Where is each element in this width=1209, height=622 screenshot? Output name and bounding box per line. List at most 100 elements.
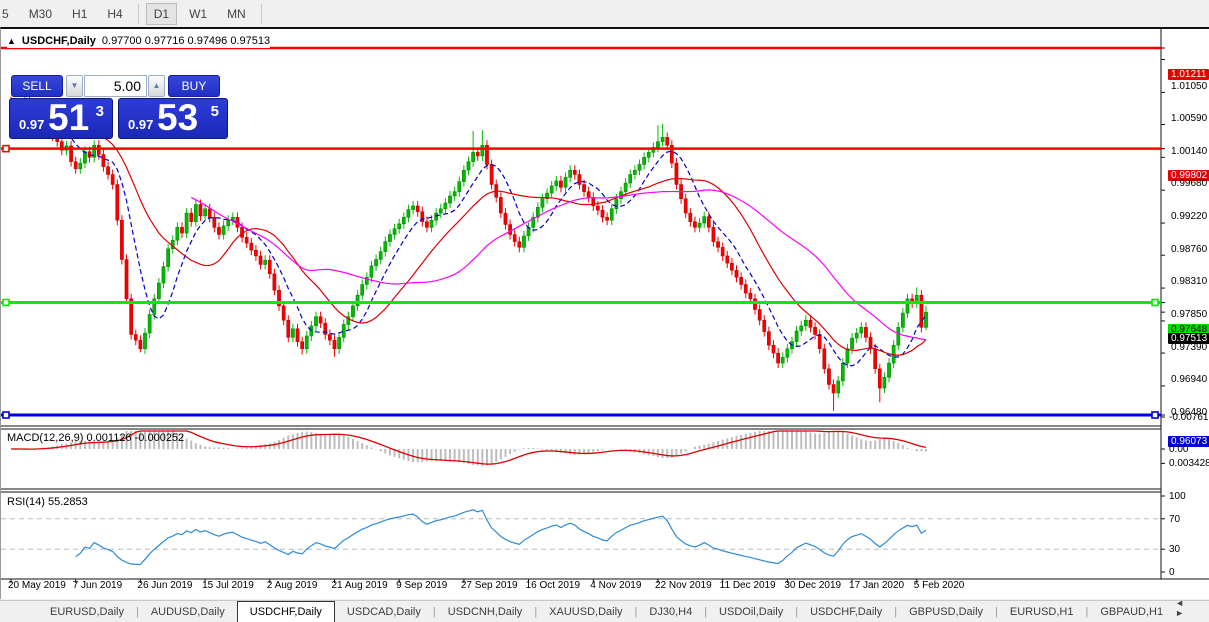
tab-separator: | [995, 606, 998, 618]
candle-body [471, 152, 475, 162]
buy-button[interactable]: BUY [168, 75, 220, 97]
candle-body [249, 242, 254, 251]
tab-separator: | [135, 606, 139, 618]
symbol-tab-usdcad-daily[interactable]: USDCAD,Daily [346, 606, 421, 618]
candle-body [466, 161, 471, 171]
volume-increase-button[interactable]: ▲ [148, 75, 165, 97]
candle-body [193, 204, 198, 222]
candle-body [877, 368, 882, 389]
candle-body [854, 332, 859, 339]
symbol-tab-dj30-h4[interactable]: DJ30,H4 [649, 606, 693, 618]
candle-body [739, 277, 744, 285]
candle-body [642, 157, 646, 165]
candle-body [328, 334, 332, 341]
candle-body [226, 219, 231, 227]
candle-body [896, 327, 901, 346]
candle-body [475, 152, 480, 157]
candle-body [614, 198, 619, 210]
candle-body [646, 152, 651, 158]
candle-body [152, 298, 157, 315]
candle-body [577, 174, 582, 185]
one-click-trading-panel: SELL ▼ ▲ BUY 0.97 51 3 0.97 53 5 [9, 75, 231, 139]
ma-line-ma-fast [43, 110, 927, 367]
buy-price-pip: 5 [210, 103, 219, 120]
price-axis-label: 0.97390 [1171, 341, 1208, 353]
time-axis-label: 9 Sep 2019 [396, 580, 448, 591]
volume-input[interactable] [84, 75, 147, 97]
price-axis-label: 0.96940 [1171, 374, 1208, 386]
candle-body [203, 208, 207, 217]
candle-body [341, 324, 346, 338]
sell-quote-button[interactable]: 0.97 51 3 [9, 97, 113, 139]
price-axis-badge: 0.96073 [1168, 436, 1209, 448]
candle-body [485, 144, 489, 165]
symbol-tab-gbpaud-h1[interactable]: GBPAUD,H1 [1100, 606, 1164, 618]
candle-body [457, 181, 462, 192]
tab-separator: | [1085, 606, 1089, 618]
candle-body [776, 352, 780, 364]
candle-body [568, 169, 573, 178]
candle-body [711, 227, 716, 242]
candle-body [748, 292, 753, 300]
price-axis-label: 0.99680 [1171, 178, 1208, 190]
rsi-axis-label: 30 [1169, 544, 1181, 556]
candle-body [291, 328, 295, 338]
candle-body [452, 191, 457, 197]
buy-quote-button[interactable]: 0.97 53 5 [118, 97, 228, 139]
symbol-tab-xauusd-daily[interactable]: XAUUSD,Daily [549, 606, 623, 618]
candle-body [217, 227, 221, 235]
symbol-tab-eurusd-h1[interactable]: EURUSD,H1 [1009, 606, 1074, 618]
candle-body [351, 305, 355, 317]
symbol-tab-usdcnh-daily[interactable]: USDCNH,Daily [447, 606, 523, 618]
candle-body [397, 223, 402, 230]
candle-body [859, 327, 864, 334]
candle-body [388, 234, 392, 242]
candle-body [503, 212, 508, 225]
time-axis-label: 21 Aug 2019 [331, 580, 388, 591]
candle-body [901, 312, 905, 328]
symbol-tab-audusd-daily[interactable]: AUDUSD,Daily [150, 606, 225, 618]
candle-body [180, 227, 184, 234]
timeframe-button-d1[interactable]: D1 [145, 2, 178, 25]
time-axis-label: 15 Jul 2019 [202, 580, 254, 591]
sell-price-pip: 3 [95, 103, 104, 120]
candle-body [323, 322, 328, 335]
candle-body [101, 154, 106, 167]
symbol-tab-usdchf-daily[interactable]: USDCHF,Daily [236, 601, 335, 622]
candle-body [143, 332, 147, 350]
collapse-triangle-icon[interactable]: ▲ [7, 36, 16, 46]
candle-body [868, 337, 873, 350]
toolbar-separator [137, 3, 139, 24]
symbol-tab-eurusd-daily[interactable]: EURUSD,Daily [50, 606, 124, 618]
price-axis-badge: 0.97648 [1168, 323, 1209, 336]
macd-pane-title: MACD(12,26,9) 0.001126 -0.000252 [7, 432, 185, 444]
chart-title: ▲ USDCHF,Daily 0.97700 0.97716 0.97496 0… [7, 34, 271, 48]
ma-line-ma-slow [190, 189, 927, 341]
candle-body [115, 184, 120, 221]
price-axis-label: 1.01050 [1171, 80, 1208, 92]
timeframe-button-h4[interactable]: H4 [107, 6, 123, 21]
timeframe-button-mn[interactable]: MN [227, 6, 246, 21]
level-line-handle [2, 298, 10, 307]
symbol-tab-gbpusd-daily[interactable]: GBPUSD,Daily [909, 606, 984, 618]
candle-body [411, 205, 415, 210]
candle-body [263, 259, 268, 265]
time-axis-label: 4 Nov 2019 [590, 580, 642, 591]
level-line-handle [1151, 411, 1159, 419]
candle-body [702, 216, 707, 224]
candle-body [693, 221, 697, 228]
candle-body [531, 217, 536, 228]
sell-button[interactable]: SELL [11, 75, 63, 97]
volume-decrease-button[interactable]: ▼ [66, 75, 83, 97]
candle-body [535, 207, 540, 218]
candle-body [753, 298, 757, 310]
tab-separator: | [432, 606, 436, 618]
timeframe-button-5[interactable]: 5 [2, 6, 9, 21]
candle-body [840, 362, 845, 382]
symbol-tab-usdchf-daily[interactable]: USDCHF,Daily [810, 606, 883, 618]
symbol-tab-usdoil-daily[interactable]: USDOil,Daily [719, 606, 784, 618]
timeframe-button-m30[interactable]: M30 [28, 6, 53, 21]
tab-scroll-arrows[interactable]: ◄ ► [1175, 598, 1191, 618]
timeframe-button-h1[interactable]: H1 [72, 6, 88, 21]
timeframe-button-w1[interactable]: W1 [189, 6, 208, 21]
